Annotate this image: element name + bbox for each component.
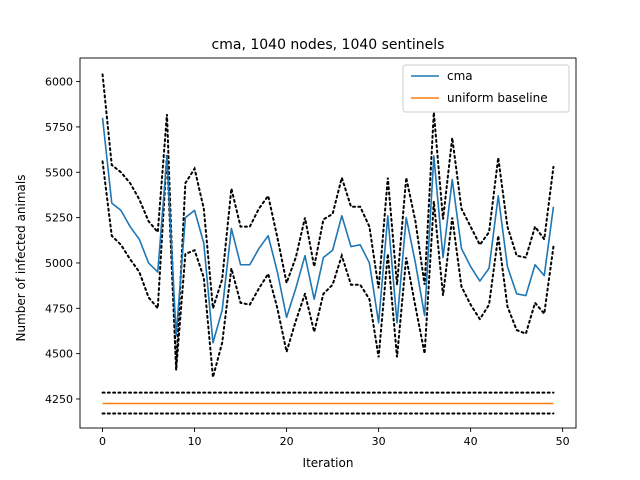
chart-title: cma, 1040 nodes, 1040 sentinels bbox=[212, 37, 445, 53]
y-tick-label: 4500 bbox=[45, 348, 73, 361]
y-axis-label: Number of infected animals bbox=[14, 175, 28, 342]
x-tick-label: 0 bbox=[99, 435, 106, 448]
y-tick-label: 5000 bbox=[45, 257, 73, 270]
series-line-cma bbox=[101, 117, 555, 344]
legend: cma uniform baseline bbox=[402, 64, 570, 113]
dotted-band-line-2 bbox=[101, 154, 555, 378]
legend-label-uniform-baseline: uniform baseline bbox=[447, 91, 548, 105]
x-tick-label: 50 bbox=[556, 435, 570, 448]
y-tick-label: 6000 bbox=[45, 76, 73, 89]
series-cma bbox=[101, 117, 555, 344]
y-tick-label: 5500 bbox=[45, 166, 73, 179]
y-tick-label: 4250 bbox=[45, 393, 73, 406]
axes: 0 10 20 30 40 50 4250 4500 4750 5000 5250 5500 5750 6… bbox=[45, 57, 577, 448]
legend-box bbox=[402, 64, 570, 113]
x-tick-label: 40 bbox=[464, 435, 478, 448]
x-tick-label: 30 bbox=[372, 435, 386, 448]
y-tick-label: 5750 bbox=[45, 121, 73, 134]
x-axis-label: Iteration bbox=[303, 456, 354, 470]
y-tick-label: 4750 bbox=[45, 302, 73, 315]
x-tick-label: 20 bbox=[280, 435, 294, 448]
plot-area bbox=[101, 73, 555, 415]
legend-label-cma: cma bbox=[447, 69, 473, 83]
axes-frame bbox=[79, 57, 577, 429]
dotted-band-line-1 bbox=[101, 73, 555, 369]
y-tick-label: 5250 bbox=[45, 212, 73, 225]
x-tick-label: 10 bbox=[188, 435, 202, 448]
